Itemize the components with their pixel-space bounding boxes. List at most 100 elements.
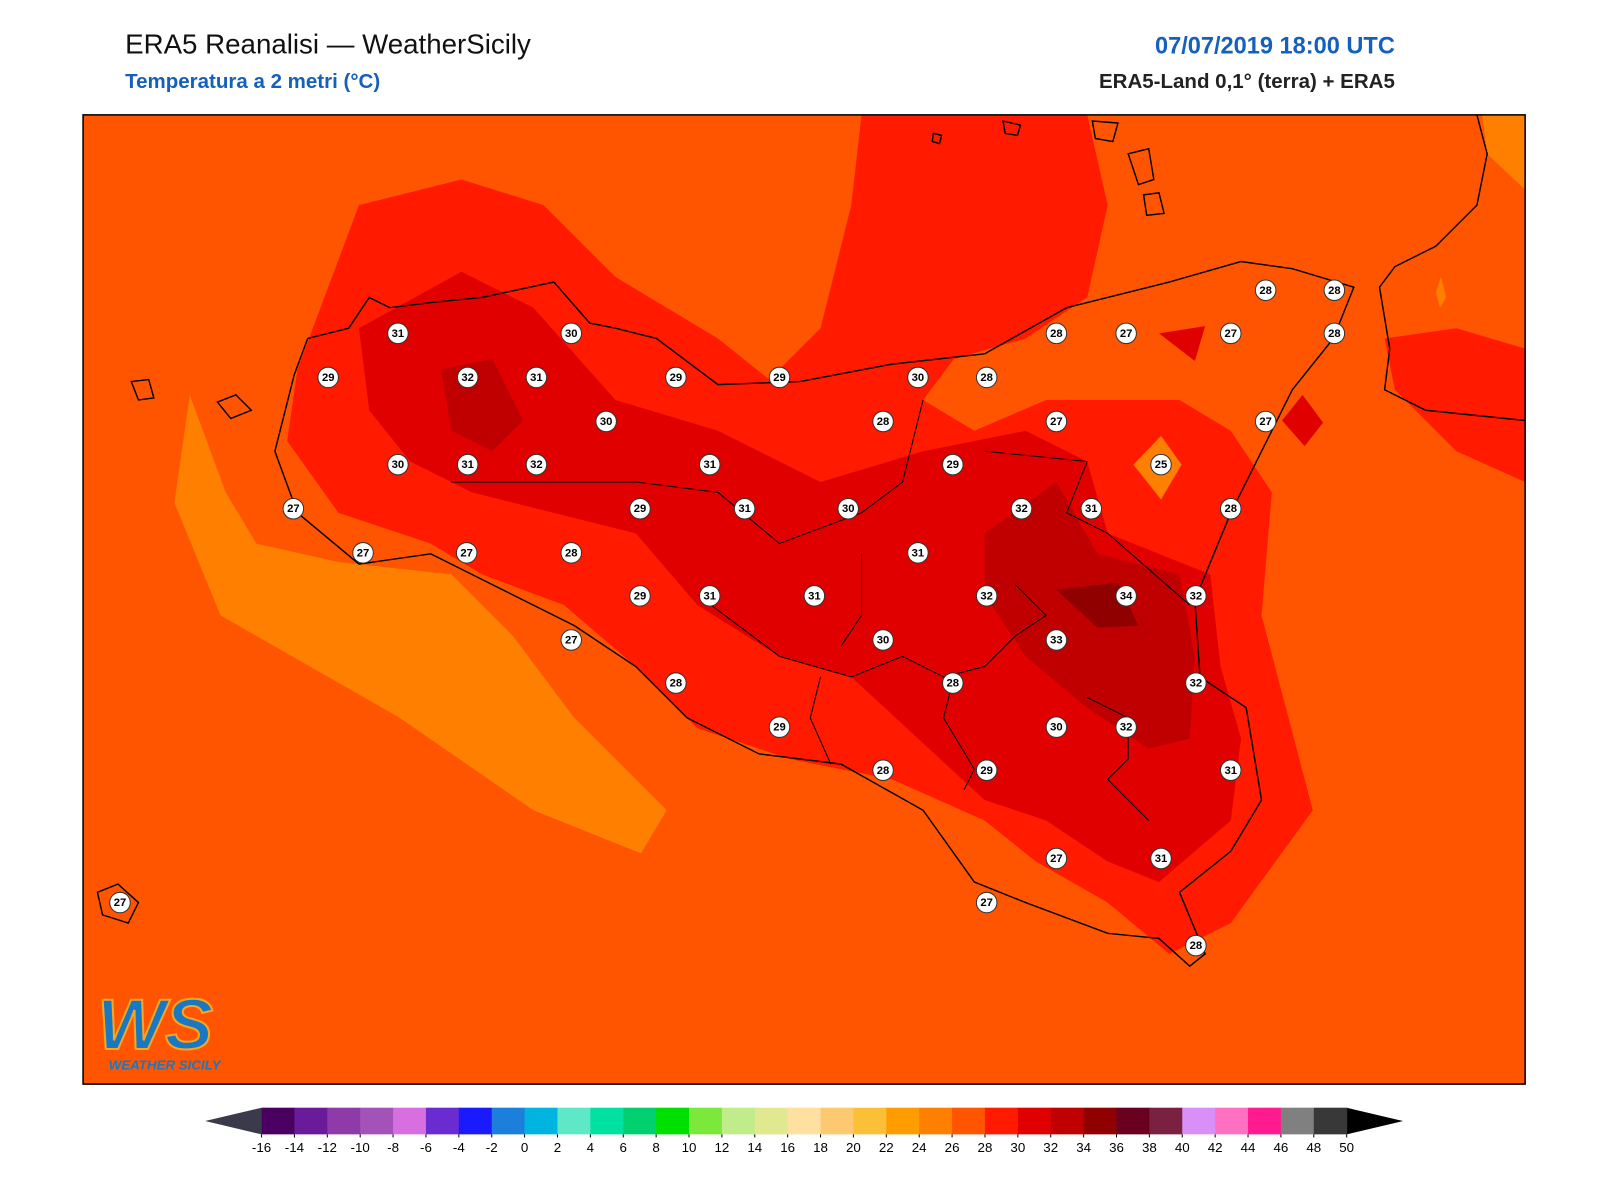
colorbar-segment: [1313, 1107, 1348, 1135]
station: 28: [1185, 934, 1207, 957]
station-marker: [1045, 410, 1068, 433]
station: 29: [629, 585, 651, 607]
station-marker: [1150, 453, 1172, 476]
colorbar-segment: [524, 1107, 558, 1135]
station-marker: [387, 322, 409, 345]
station: 29: [975, 759, 998, 782]
title: ERA5 Reanalisi — WeatherSicily: [125, 28, 531, 59]
colorbar-tick-label: 14: [747, 1140, 762, 1155]
colorbar-segment: [393, 1107, 427, 1135]
station-value: 31: [530, 372, 543, 384]
station: 28: [975, 366, 998, 389]
station-marker: [1185, 585, 1207, 607]
colorbar: -16 -14 -12 -10 -8 -6 -4 -2 0 2 4 6 8 10 12 14 16 18 20 22 2…: [205, 1107, 1404, 1155]
station: 28: [942, 672, 964, 694]
station-marker: [1323, 279, 1346, 302]
colorbar-tick-label: 44: [1241, 1140, 1256, 1155]
station: 31: [456, 453, 479, 476]
station-marker: [629, 497, 651, 520]
station: 31: [387, 322, 409, 345]
colorbar-tick-label: 0: [521, 1140, 528, 1155]
colorbar-tick-label: -14: [285, 1140, 305, 1155]
station: 28: [872, 410, 894, 433]
colorbar-segment: [984, 1107, 1019, 1135]
colorbar-segment: [1248, 1107, 1282, 1135]
colorbar-tick-label: 6: [620, 1140, 627, 1155]
colorbar-tick-label: 28: [978, 1140, 993, 1155]
station-value: 27: [565, 635, 578, 647]
station-marker: [1115, 322, 1137, 345]
station: 27: [109, 891, 131, 914]
colorbar-tick-label: 30: [1010, 1140, 1025, 1155]
station-value: 30: [842, 503, 855, 515]
datetime: 07/07/2019 18:00 UTC: [1155, 32, 1395, 58]
station-value: 28: [1259, 285, 1272, 297]
station-value: 32: [1120, 722, 1133, 734]
station-marker: [907, 542, 929, 564]
calabria-coast: [1378, 114, 1526, 422]
colorbar-tick-label: 32: [1043, 1140, 1058, 1155]
station-value: 32: [530, 459, 543, 471]
colorbar-tick-label: 8: [652, 1140, 659, 1155]
station-marker: [1323, 322, 1346, 345]
station-marker: [665, 672, 687, 694]
colorbar-segment: [919, 1107, 953, 1135]
station-value: 34: [1120, 590, 1133, 602]
station: 31: [733, 497, 756, 520]
station-marker: [456, 366, 479, 389]
station: 28: [872, 759, 894, 782]
colorbar-segment: [656, 1107, 690, 1135]
station: 29: [665, 366, 687, 389]
station-marker: [560, 322, 583, 345]
station-value: 27: [1120, 328, 1133, 340]
station-value: 33: [1050, 635, 1063, 647]
station-value: 27: [980, 897, 993, 909]
station-value: 30: [1050, 722, 1063, 734]
station-value: 27: [1050, 853, 1063, 865]
colorbar-tick-label: 16: [780, 1140, 795, 1155]
station-marker: [109, 891, 131, 914]
station-value: 28: [1328, 328, 1341, 340]
station: 32: [456, 366, 479, 389]
colorbar-tick-label: 46: [1273, 1140, 1288, 1155]
station-value: 28: [1328, 285, 1341, 297]
station: 27: [455, 542, 478, 564]
station: 28: [665, 672, 687, 694]
colorbar-segment: [886, 1107, 920, 1135]
station-marker: [665, 366, 687, 389]
map-frame: [82, 114, 1526, 1085]
station-marker: [1254, 279, 1277, 302]
station-value: 29: [947, 459, 960, 471]
station-value: 27: [1225, 328, 1238, 340]
colorbar-segment: [327, 1107, 361, 1135]
station-value: 29: [773, 372, 786, 384]
station-value: 31: [1225, 765, 1238, 777]
field-30-32: [1158, 326, 1324, 447]
station-marker: [837, 497, 859, 520]
station: 28: [1323, 322, 1346, 345]
station-value: 29: [634, 590, 647, 602]
station-marker: [975, 585, 998, 607]
colorbar-segment: [623, 1107, 657, 1135]
station-value: 29: [670, 372, 683, 384]
station-marker: [1185, 934, 1207, 957]
station-value: 28: [1225, 503, 1238, 515]
station: 25: [1150, 453, 1172, 476]
station-value: 32: [1190, 590, 1203, 602]
station-marker: [1150, 847, 1172, 870]
station: 27: [560, 629, 583, 651]
station-marker: [1080, 497, 1103, 520]
colorbar-tick-label: 10: [682, 1140, 697, 1155]
station-marker: [1045, 716, 1068, 738]
station-marker: [698, 453, 721, 476]
station: 31: [698, 585, 721, 607]
station-marker: [525, 453, 548, 476]
station-marker: [1254, 410, 1277, 433]
islands: [96, 120, 1165, 924]
colorbar-tick-label: 42: [1208, 1140, 1223, 1155]
station-marker: [698, 585, 721, 607]
station-value: 27: [1050, 416, 1063, 428]
province-borders: [451, 399, 1191, 821]
station-value: 29: [980, 765, 993, 777]
